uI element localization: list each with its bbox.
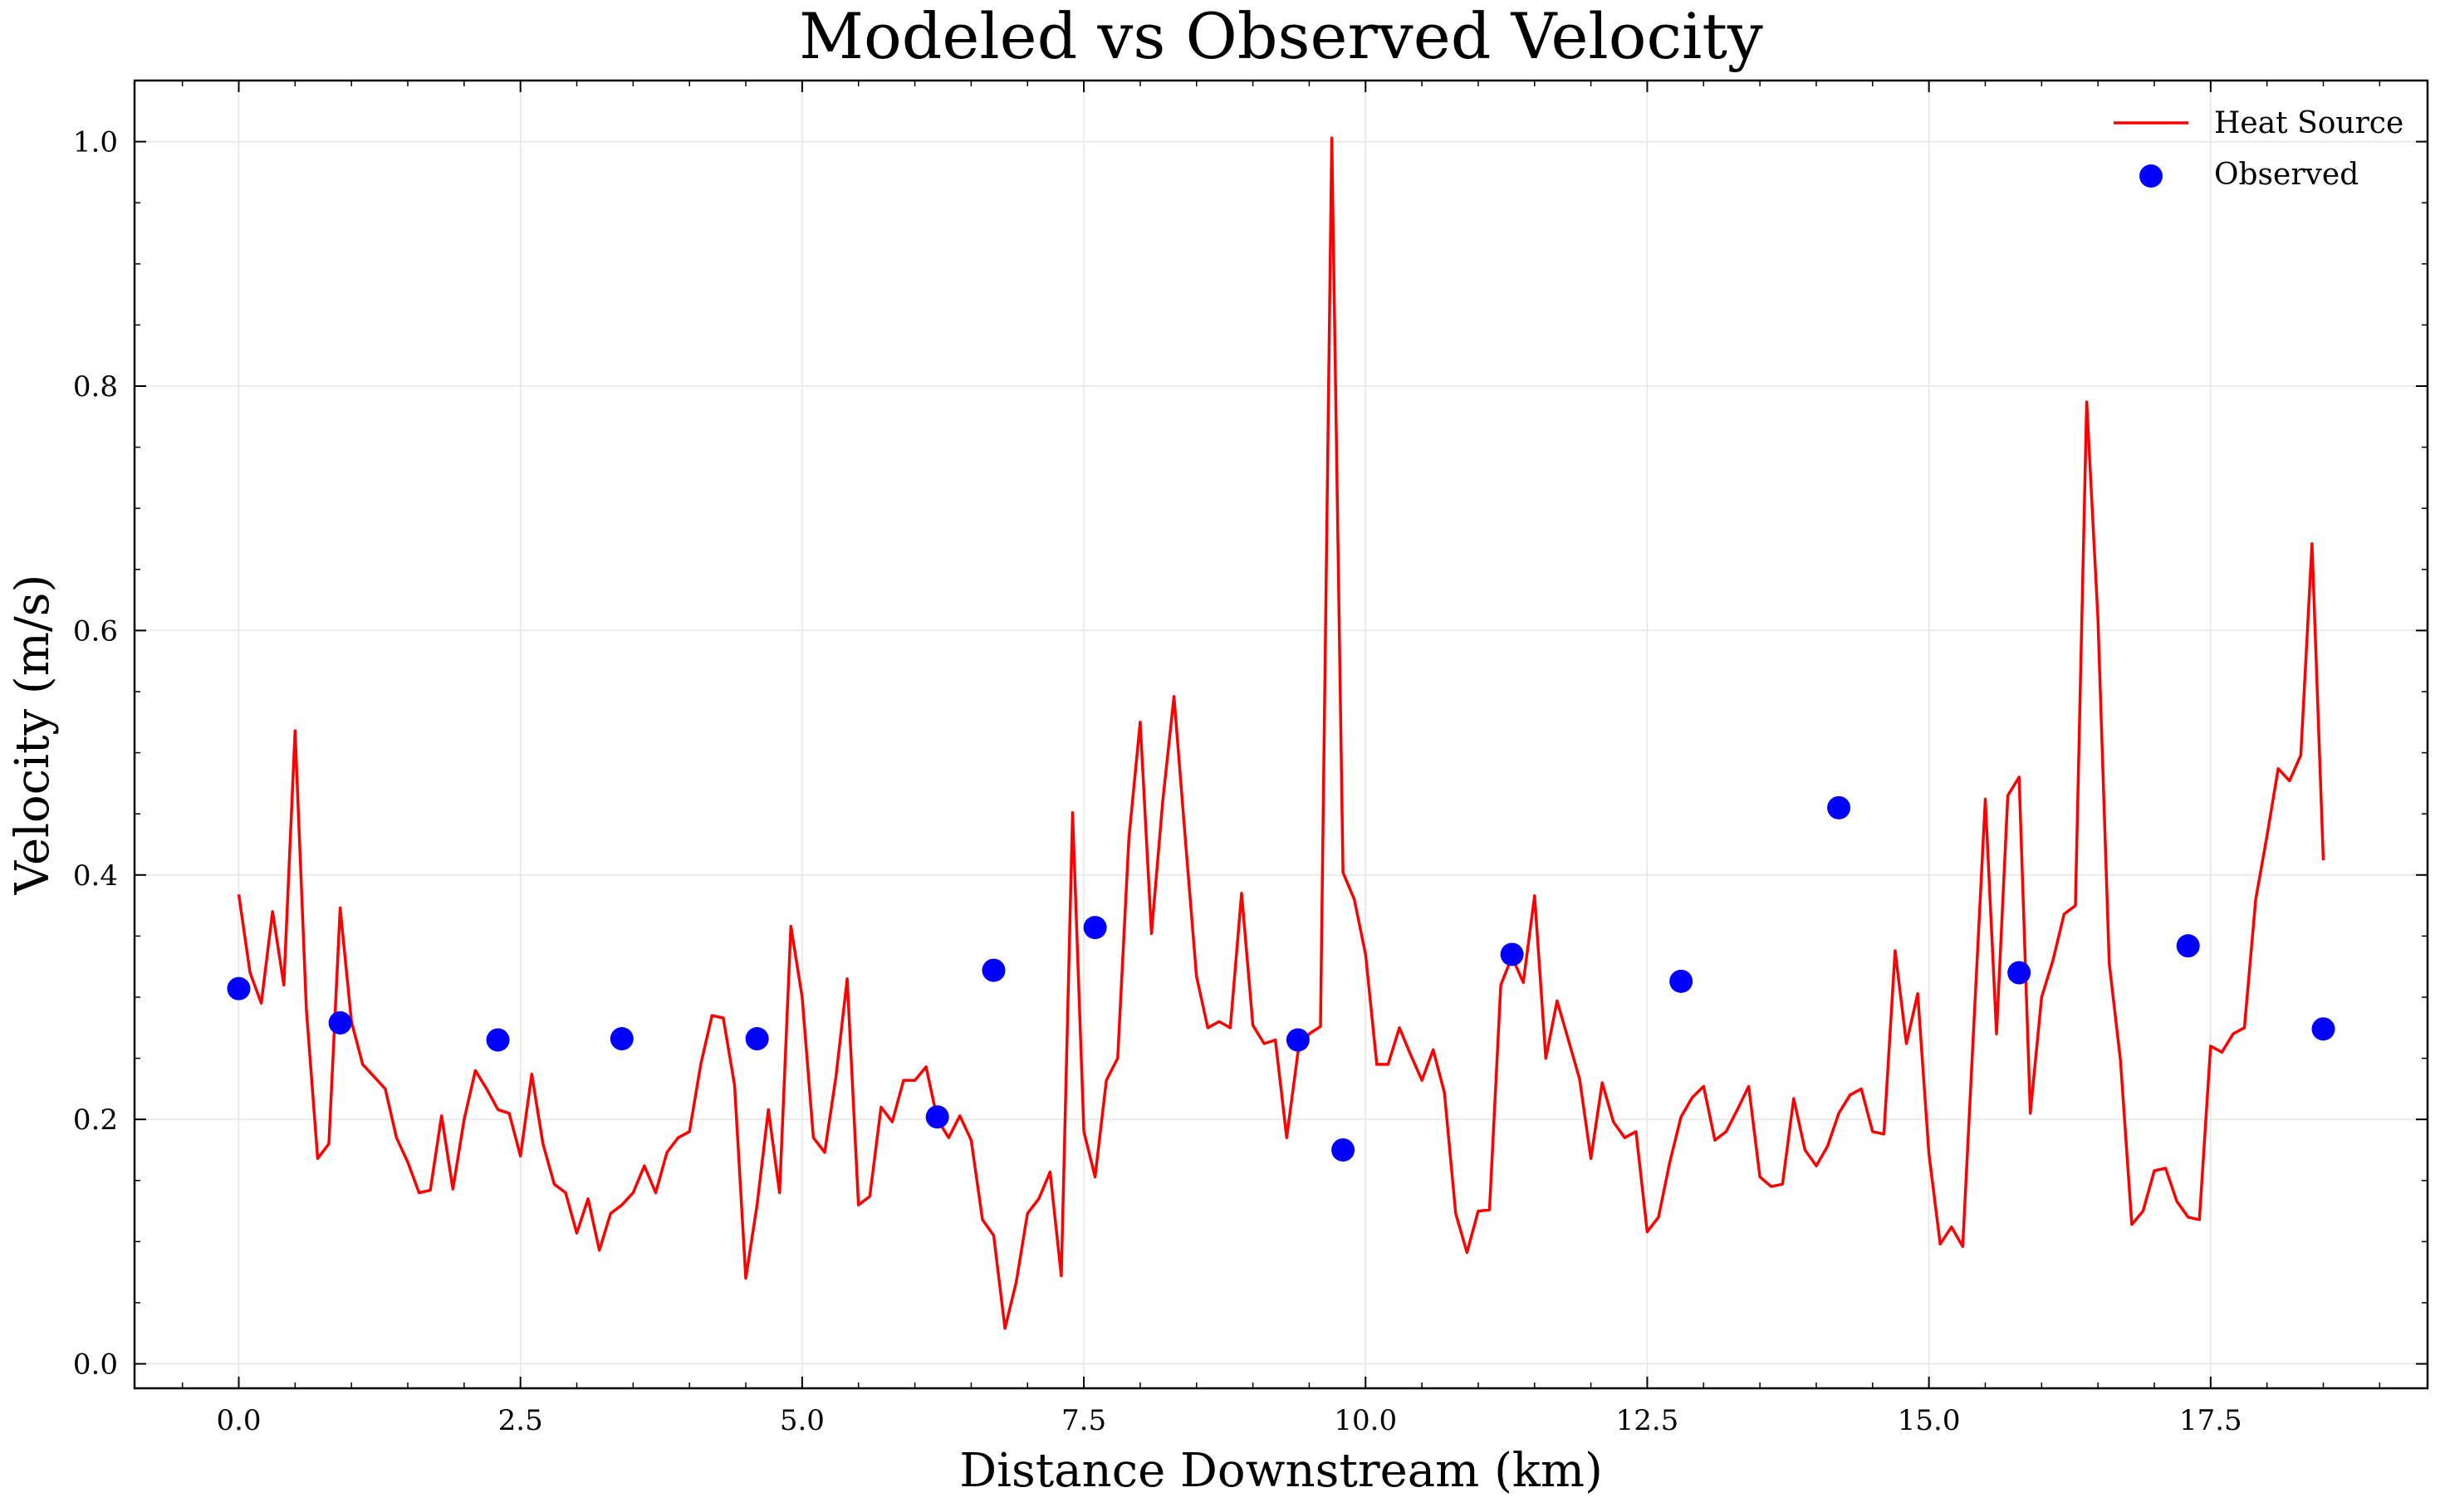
observed-point [1500,942,1524,966]
observed-point [1083,916,1107,940]
y-axis-title: Velocity (m/s) [6,575,60,896]
chart-title: Modeled vs Observed Velocity [799,0,1763,73]
observed-point [610,1027,634,1051]
axis-ticks: 0.0 2.5 5.0 7.5 10.0 12.5 15.0 17.5 0.0 0.2 0.4 0.6… [73,80,2428,1437]
observed-point [2176,934,2200,958]
observed-point [1827,795,1851,820]
observed-point [486,1028,510,1052]
x-tick-label: 12.5 [1616,1404,1679,1437]
y-tick-label: 0.4 [73,859,118,893]
y-tick-label: 0.2 [73,1103,118,1137]
legend-label-heat-source: Heat Source [2214,106,2403,140]
x-tick-label: 0.0 [216,1404,261,1437]
legend: Heat Source Observed [2114,106,2403,192]
x-tick-label: 15.0 [1898,1404,1961,1437]
plot-frame [133,79,2429,1390]
grid [135,81,2428,1388]
y-tick-label: 1.0 [73,126,118,159]
x-tick-label: 10.0 [1334,1404,1397,1437]
x-tick-label: 17.5 [2179,1404,2242,1437]
observed-point [982,958,1006,982]
series-line-heat-source [237,136,2325,1330]
observed-point [1331,1138,1355,1162]
observed-point [745,1027,769,1051]
observed-point [925,1105,949,1129]
observed-point [227,976,251,1001]
plot-series [227,136,2335,1330]
y-tick-label: 0.0 [73,1348,118,1382]
observed-point [2311,1017,2335,1041]
legend-label-observed: Observed [2214,158,2359,192]
x-tick-label: 5.0 [780,1404,825,1437]
observed-point [1286,1028,1310,1052]
observed-point [328,1010,352,1035]
legend-marker-swatch [2139,164,2163,188]
x-axis-title: Distance Downstream (km) [959,1444,1603,1498]
y-tick-label: 0.6 [73,614,118,648]
observed-point [2007,961,2031,985]
x-tick-label: 2.5 [498,1404,543,1437]
observed-point [1669,969,1693,993]
x-tick-label: 7.5 [1061,1404,1106,1437]
y-tick-label: 0.8 [73,370,118,404]
